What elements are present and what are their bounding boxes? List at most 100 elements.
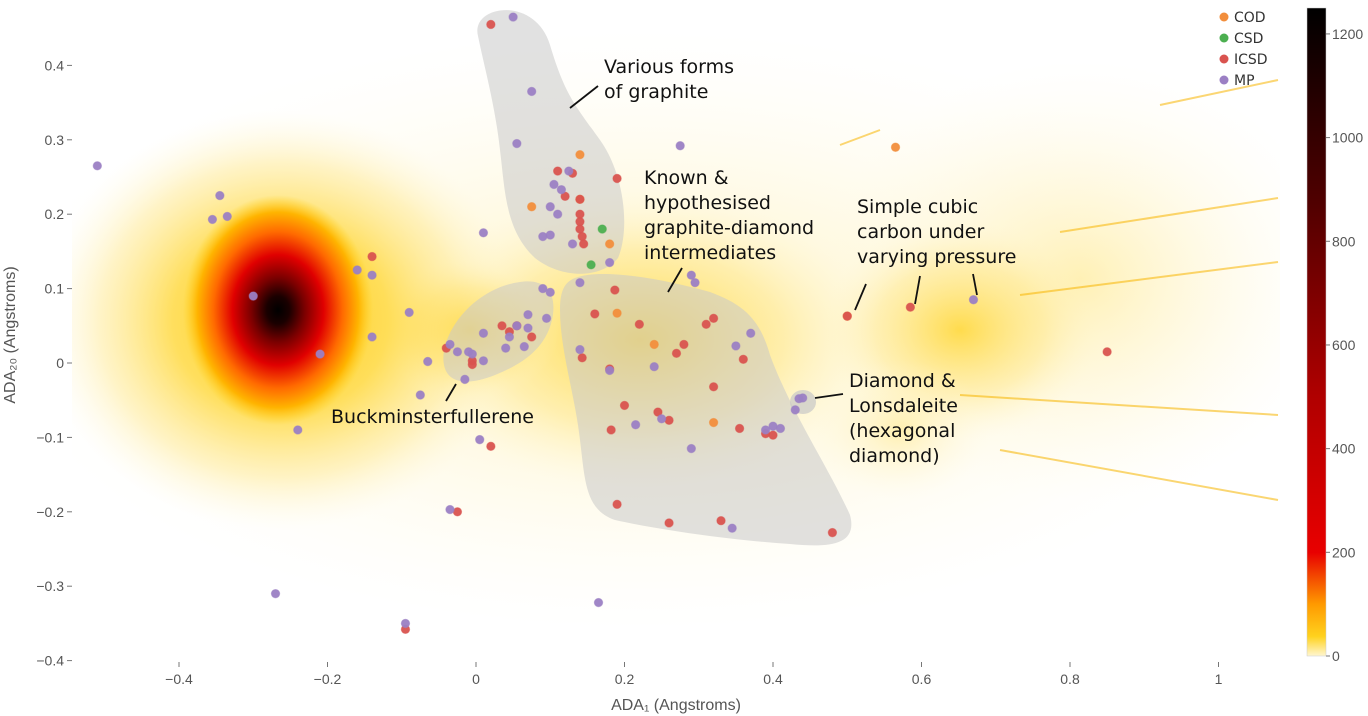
data-point-mp xyxy=(575,344,585,355)
label-diamond: Diamond & Lonsdaleite (hexagonal diamond… xyxy=(849,370,964,467)
data-point-mp xyxy=(545,230,555,240)
data-point-mp xyxy=(248,291,258,301)
data-point-mp xyxy=(690,277,700,288)
y-tick-label: −0.4 xyxy=(36,653,64,669)
data-point-cod xyxy=(604,239,615,249)
x-tick-label: −0.2 xyxy=(314,671,342,687)
x-tick-label: −0.4 xyxy=(165,671,193,687)
y-tick-label: 0 xyxy=(56,355,64,371)
x-tick-label: 0 xyxy=(472,671,480,687)
legend-label-icsd: ICSD xyxy=(1234,52,1268,68)
region-intermediates xyxy=(560,273,852,546)
data-point-icsd xyxy=(578,239,589,249)
x-tick-label: 0.4 xyxy=(763,671,783,687)
data-point-mp xyxy=(545,287,555,298)
label-simple-cubic-line-1: Simple cubic xyxy=(857,196,978,218)
colorbar-gradient xyxy=(1306,7,1327,657)
data-point-mp xyxy=(790,405,800,415)
data-point-icsd xyxy=(679,339,689,350)
data-point-mp xyxy=(549,179,559,190)
data-point-mp xyxy=(315,349,325,359)
y-tick-label: 0.1 xyxy=(45,281,65,297)
colorbar-tick-label: 800 xyxy=(1332,233,1356,249)
data-point-mp xyxy=(512,138,522,149)
series-csd xyxy=(586,224,607,270)
data-point-icsd xyxy=(827,527,838,538)
data-point-mp xyxy=(541,313,552,324)
data-point-mp xyxy=(567,239,578,249)
annotation-lines xyxy=(445,85,978,402)
data-point-icsd xyxy=(905,302,916,312)
legend-label-mp: MP xyxy=(1234,73,1255,89)
label-intermediates-line-1: Known & xyxy=(644,167,729,189)
data-point-mp xyxy=(512,321,522,331)
data-point-mp xyxy=(630,420,641,430)
data-point-csd xyxy=(586,260,596,270)
data-point-mp xyxy=(968,295,979,305)
y-axis-title: ADA₂₀ (Angstroms) xyxy=(2,266,19,403)
data-point-icsd xyxy=(634,319,645,330)
data-point-mp xyxy=(92,161,103,171)
x-tick-label: 1 xyxy=(1215,671,1223,687)
x-axis: −0.4 −0.2 0 0.2 0.4 0.6 0.8 1 xyxy=(165,662,1223,687)
data-point-icsd xyxy=(575,194,585,205)
data-point-mp xyxy=(768,421,778,431)
data-point-icsd xyxy=(497,321,507,331)
data-point-mp xyxy=(675,141,685,151)
y-axis: −0.4 −0.3 −0.2 −0.1 0 0.1 0.2 0.3 0.4 xyxy=(36,57,72,669)
data-point-mp xyxy=(423,356,433,367)
y-tick-label: −0.2 xyxy=(36,504,64,520)
data-point-mp xyxy=(478,228,489,238)
data-point-icsd xyxy=(734,423,745,434)
data-point-icsd xyxy=(701,319,711,330)
data-point-icsd xyxy=(716,516,726,526)
density-heatmap xyxy=(72,30,1280,630)
data-point-mp xyxy=(508,12,518,22)
data-point-mp xyxy=(575,277,585,288)
y-tick-label: 0.2 xyxy=(45,206,65,222)
label-graphite: Various forms of graphite xyxy=(604,56,740,103)
legend-label-cod: COD xyxy=(1234,10,1266,26)
data-point-mp xyxy=(526,86,537,97)
legend-marker-csd xyxy=(1219,33,1229,43)
data-point-icsd xyxy=(577,231,587,242)
data-point-mp xyxy=(656,414,667,424)
data-point-icsd xyxy=(367,251,377,262)
legend-label-csd: CSD xyxy=(1234,31,1263,47)
series-icsd xyxy=(367,19,1112,635)
data-point-mp xyxy=(519,341,529,352)
data-point-csd xyxy=(597,224,607,234)
data-point-mp xyxy=(604,257,615,268)
data-point-mp xyxy=(445,504,455,515)
data-point-cod xyxy=(575,149,585,160)
data-point-mp xyxy=(367,270,377,280)
data-point-cod xyxy=(708,417,719,428)
data-point-mp xyxy=(686,443,697,454)
data-point-mp xyxy=(400,618,411,629)
data-point-icsd xyxy=(486,19,496,30)
colorbar-tick-label: 1000 xyxy=(1332,130,1363,146)
label-diamond-line-4: diamond) xyxy=(849,445,940,467)
data-point-icsd xyxy=(708,313,719,324)
label-diamond-line-2: Lonsdaleite xyxy=(849,395,958,417)
data-point-icsd xyxy=(671,348,682,359)
region-graphite xyxy=(477,10,625,274)
label-intermediates-line-3: graphite-diamond xyxy=(644,217,814,239)
label-fullerene-line-1: Buckminsterfullerene xyxy=(331,406,534,428)
data-point-mp xyxy=(523,309,533,320)
data-point-icsd xyxy=(552,166,563,176)
data-point-mp xyxy=(727,523,737,533)
data-point-mp xyxy=(501,343,511,353)
label-intermediates-line-2: hypothesised xyxy=(644,192,771,214)
data-point-mp xyxy=(523,323,533,333)
data-point-mp xyxy=(222,211,232,222)
data-point-icsd xyxy=(768,430,778,440)
legend-marker-mp xyxy=(1219,75,1229,85)
data-point-mp xyxy=(552,209,563,219)
data-point-mp xyxy=(649,362,659,372)
data-point-cod xyxy=(890,142,901,152)
series-mp xyxy=(92,12,979,629)
colorbar-tick-label: 0 xyxy=(1332,648,1340,664)
colorbar-tick-label: 1200 xyxy=(1332,26,1363,42)
data-point-mp xyxy=(593,597,604,608)
